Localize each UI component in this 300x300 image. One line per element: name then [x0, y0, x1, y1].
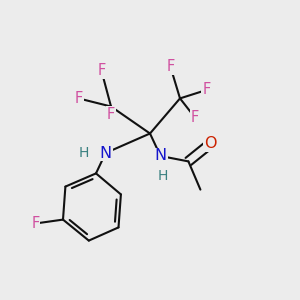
- Text: H: H: [78, 146, 88, 160]
- Text: F: F: [31, 216, 40, 231]
- Text: F: F: [74, 91, 83, 106]
- Text: N: N: [154, 148, 166, 164]
- Text: F: F: [191, 110, 199, 125]
- Text: O: O: [204, 136, 216, 152]
- Text: F: F: [107, 107, 115, 122]
- Text: F: F: [202, 82, 211, 98]
- Text: F: F: [166, 59, 175, 74]
- Text: F: F: [97, 63, 106, 78]
- Text: N: N: [100, 146, 112, 160]
- Text: H: H: [158, 169, 168, 183]
